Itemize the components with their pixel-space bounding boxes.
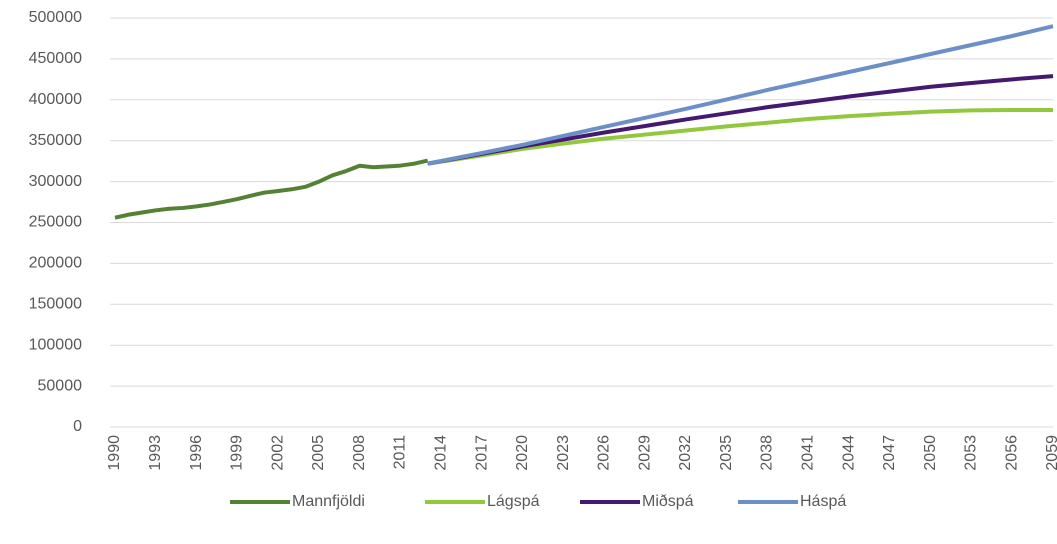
y-tick-label: 350000 <box>29 132 82 149</box>
x-tick-label: 2014 <box>432 435 449 471</box>
x-tick-label: 1993 <box>147 435 164 471</box>
x-tick-label: 1999 <box>229 435 246 471</box>
series-line <box>427 74 1054 166</box>
x-tick-label: 2005 <box>310 435 327 471</box>
x-tick-label: 2002 <box>269 435 286 471</box>
x-tick-label: 2038 <box>759 435 776 471</box>
x-tick-label: 2059 <box>1044 435 1057 471</box>
y-tick-label: 400000 <box>29 91 82 108</box>
x-tick-label: 2008 <box>351 435 368 471</box>
x-tick-label: 1990 <box>106 435 123 471</box>
y-tick-label: 150000 <box>29 296 82 313</box>
x-tick-label: 2026 <box>596 435 613 471</box>
y-tick-label: 100000 <box>29 336 82 353</box>
legend-label: Miðspá <box>642 493 694 510</box>
x-tick-label: 2017 <box>473 435 490 471</box>
x-tick-label: 2020 <box>514 435 531 471</box>
x-tick-label: 2044 <box>840 435 857 471</box>
x-tick-label: 2050 <box>922 435 939 471</box>
y-tick-label: 250000 <box>29 214 82 231</box>
y-tick-label: 0 <box>73 418 82 435</box>
x-tick-label: 2011 <box>392 435 409 470</box>
x-tick-label: 2029 <box>636 435 653 471</box>
y-tick-label: 450000 <box>29 50 82 67</box>
y-tick-label: 200000 <box>29 255 82 272</box>
x-tick-label: 2053 <box>963 435 980 471</box>
series-line <box>427 24 1054 166</box>
y-tick-label: 500000 <box>29 9 82 26</box>
legend-label: Mannfjöldi <box>292 493 365 510</box>
x-tick-label: 2056 <box>1003 435 1020 471</box>
x-tick-label: 2023 <box>555 435 572 471</box>
x-tick-label: 2032 <box>677 435 694 471</box>
x-tick-label: 2035 <box>718 435 735 471</box>
y-tick-label: 50000 <box>38 377 83 394</box>
series-line <box>427 108 1053 166</box>
series-line <box>114 158 429 220</box>
x-tick-label: 2041 <box>800 435 817 471</box>
legend-label: Lágspá <box>487 493 540 510</box>
x-tick-label: 1996 <box>188 435 205 471</box>
legend-label: Háspá <box>800 493 846 510</box>
y-tick-label: 300000 <box>29 173 82 190</box>
x-tick-label: 2047 <box>881 435 898 471</box>
